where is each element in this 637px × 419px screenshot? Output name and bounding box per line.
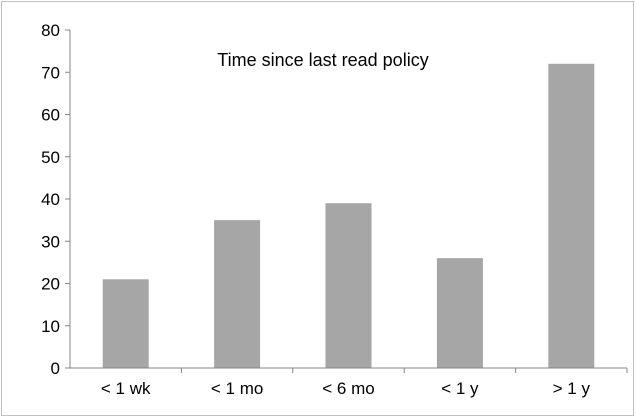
bars bbox=[102, 63, 595, 369]
bar bbox=[214, 220, 261, 368]
bar bbox=[436, 258, 483, 368]
y-tick-label: 50 bbox=[41, 148, 60, 167]
y-tick-label: 10 bbox=[41, 317, 60, 336]
bar bbox=[102, 279, 149, 368]
x-category-label: < 1 y bbox=[441, 379, 479, 398]
y-tick-label: 80 bbox=[41, 21, 60, 40]
x-category-label: > 1 y bbox=[553, 379, 591, 398]
x-category-label: < 1 mo bbox=[211, 379, 263, 398]
y-tick-label: 0 bbox=[51, 359, 60, 378]
y-tick-label: 40 bbox=[41, 190, 60, 209]
y-tick-label: 70 bbox=[41, 63, 60, 82]
bar bbox=[548, 63, 595, 369]
axes bbox=[65, 30, 628, 373]
y-axis-ticks: 0 10 20 30 40 50 60 70 80 bbox=[41, 21, 70, 378]
chart-title: Time since last read policy bbox=[217, 50, 428, 70]
x-category-label: < 6 mo bbox=[322, 379, 374, 398]
y-tick-label: 20 bbox=[41, 275, 60, 294]
x-category-label: < 1 wk bbox=[101, 379, 151, 398]
y-tick-label: 30 bbox=[41, 232, 60, 251]
bar bbox=[325, 203, 372, 368]
y-tick-label: 60 bbox=[41, 106, 60, 125]
x-axis-categories: < 1 wk < 1 mo < 6 mo < 1 y > 1 y bbox=[101, 379, 591, 398]
